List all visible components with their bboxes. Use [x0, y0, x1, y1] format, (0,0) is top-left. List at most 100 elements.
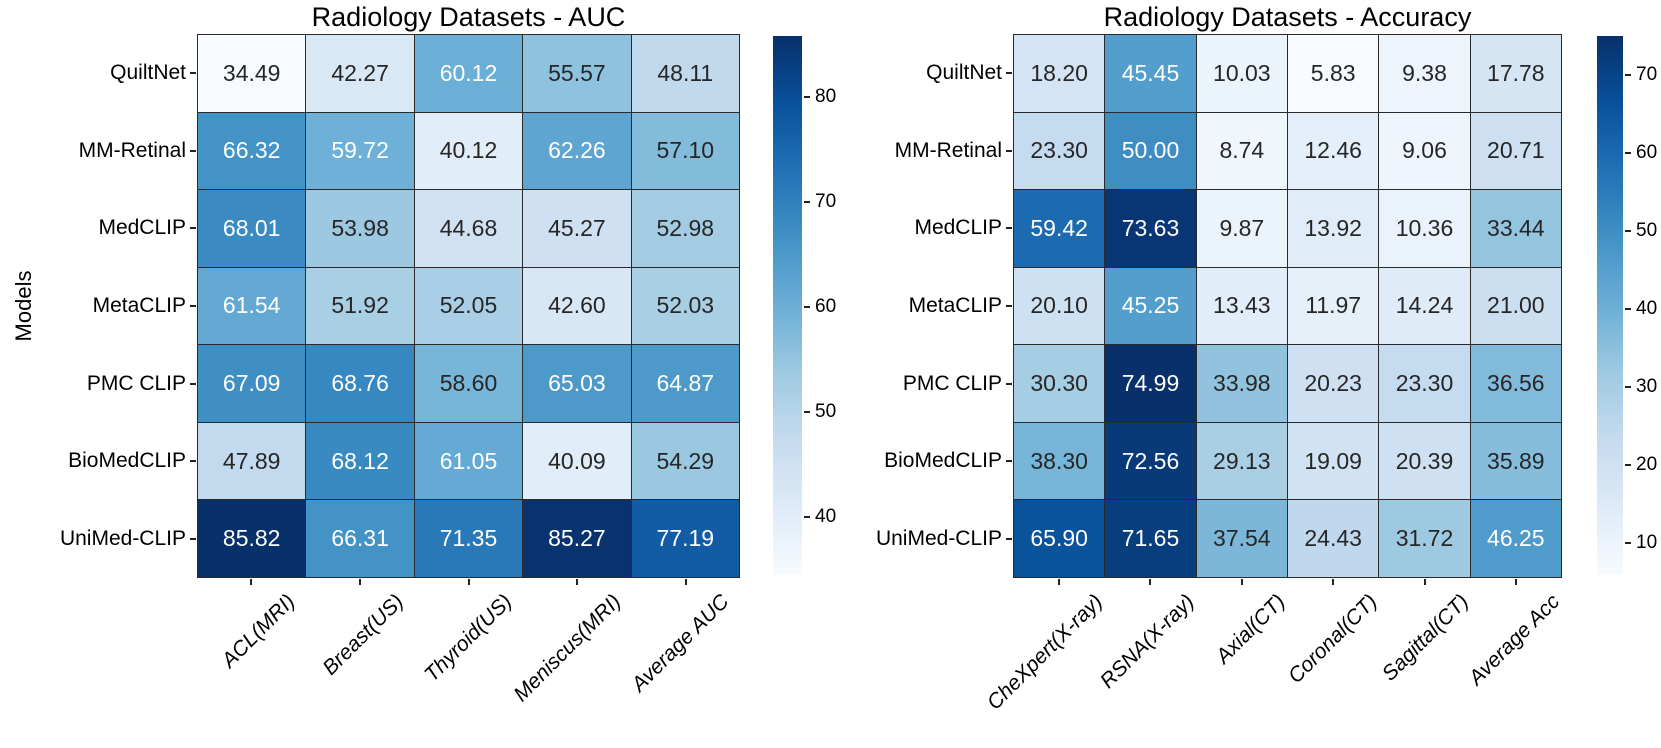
heatmap-grid-accuracy: 18.20 45.45 10.03 5.83 9.38 17.78 23.30 50.00 8.…: [1013, 34, 1562, 578]
heatmap-cell: 44.68: [414, 190, 523, 267]
y-tick-label: PMC CLIP: [86, 371, 186, 395]
x-tick-label: Average AUC: [627, 590, 734, 697]
x-axis-tick-mark: [1332, 579, 1335, 585]
heatmap-cell: 74.99: [1105, 345, 1196, 422]
heatmap-cell: 58.60: [414, 345, 523, 422]
x-axis-tick-mark: [1057, 579, 1060, 585]
heatmap-cell: 11.97: [1288, 267, 1379, 345]
heatmap-cell: 10.03: [1196, 35, 1287, 112]
colorbar-tick-mark: [1625, 307, 1631, 310]
colorbar-tick-mark: [1625, 463, 1631, 466]
heatmap-cell: 8.74: [1196, 112, 1287, 190]
x-tick-label: RSNA(X-ray): [1095, 590, 1199, 693]
heatmap-cell: 61.54: [198, 267, 306, 345]
y-axis-tick-mark: [1006, 149, 1012, 152]
heatmap-cell: 31.72: [1379, 500, 1470, 577]
y-tick-label: QuiltNet: [110, 60, 186, 84]
heatmap-cell: 13.92: [1288, 190, 1379, 267]
heatmap-cell: 64.87: [631, 345, 739, 422]
y-axis-tick-mark: [190, 382, 196, 385]
heatmap-cell: 38.30: [1014, 422, 1105, 500]
y-axis-label-models: Models: [11, 270, 36, 342]
heatmap-cell: 17.78: [1470, 35, 1561, 112]
heatmap-cell: 9.06: [1379, 112, 1470, 190]
heatmap-cell: 20.23: [1288, 345, 1379, 422]
colorbar-tick-label: 60: [1636, 141, 1658, 163]
heatmap-cell: 71.65: [1105, 500, 1196, 577]
heatmap-cell: 52.03: [631, 267, 739, 345]
y-axis-tick-mark: [1006, 305, 1012, 307]
y-axis-tick-mark: [1006, 538, 1012, 541]
heatmap-cell: 62.26: [523, 112, 631, 190]
heatmap-cell: 85.82: [198, 500, 306, 577]
x-tick-label: Axial(CT): [1211, 590, 1291, 669]
heatmap-cell: 40.09: [523, 422, 631, 500]
y-tick-label: BioMedCLIP: [68, 449, 186, 473]
colorbar-tick-label: 50: [815, 401, 837, 423]
heatmap-cell: 55.57: [523, 35, 631, 112]
heatmap-cell: 33.98: [1196, 345, 1287, 422]
heatmap-cell: 45.45: [1105, 35, 1196, 112]
colorbar-tick-mark: [1625, 385, 1631, 388]
colorbar-tick-label: 40: [815, 506, 837, 528]
colorbar-tick-label: 40: [1636, 297, 1658, 319]
x-axis-tick-mark: [1423, 579, 1426, 585]
heatmap-cell: 51.92: [306, 267, 414, 345]
heatmap-cell: 85.27: [523, 500, 631, 577]
colorbar-tick-label: 60: [815, 296, 837, 318]
y-tick-label: MedCLIP: [98, 216, 186, 240]
heatmap-cell: 52.05: [414, 267, 523, 345]
heatmap-cell: 71.35: [414, 500, 523, 577]
heatmap-cell: 57.10: [631, 112, 739, 190]
x-tick-label: ACL(MRI): [217, 590, 300, 673]
heatmap-cell: 14.24: [1379, 267, 1470, 345]
heatmap-cell: 68.01: [198, 190, 306, 267]
heatmap-cell: 18.20: [1014, 35, 1105, 112]
x-tick-label: Coronal(CT): [1283, 590, 1382, 688]
x-tick-label: CheXpert(X-ray): [982, 590, 1108, 715]
heatmap-cell: 29.13: [1196, 422, 1287, 500]
heatmap-cell: 20.10: [1014, 267, 1105, 345]
x-tick-label: Average Acc: [1464, 590, 1565, 690]
y-tick-label: PMC CLIP: [902, 371, 1002, 395]
heatmap-cell: 42.60: [523, 267, 631, 345]
y-axis-tick-mark: [1006, 227, 1012, 230]
colorbar-tick-label: 10: [1636, 531, 1658, 553]
heatmap-cell: 59.42: [1014, 190, 1105, 267]
heatmap-cell: 65.03: [523, 345, 631, 422]
heatmap-cell: 73.63: [1105, 190, 1196, 267]
colorbar-tick-label: 80: [815, 86, 837, 108]
x-axis-tick-mark: [467, 579, 470, 585]
heatmap-cell: 23.30: [1014, 112, 1105, 190]
colorbar-tick-label: 70: [1636, 63, 1658, 85]
heatmap-cell: 10.36: [1379, 190, 1470, 267]
colorbar-auc: [773, 36, 802, 575]
chart-title-auc: Radiology Datasets - AUC: [311, 2, 626, 32]
heatmap-cell: 36.56: [1470, 345, 1561, 422]
heatmap-cell: 53.98: [306, 190, 414, 267]
heatmap-cell: 65.90: [1014, 500, 1105, 577]
y-axis-tick-mark: [1006, 71, 1012, 74]
y-tick-label: MetaCLIP: [908, 294, 1002, 317]
colorbar-tick-mark: [804, 306, 810, 309]
heatmap-cell: 34.49: [198, 35, 306, 112]
y-axis-tick-mark: [190, 71, 196, 74]
heatmap-cell: 30.30: [1014, 345, 1105, 422]
colorbar-tick-label: 20: [1636, 453, 1658, 475]
heatmap-cell: 77.19: [631, 500, 739, 577]
x-axis-tick-mark: [358, 579, 361, 585]
y-tick-label: QuiltNet: [926, 60, 1002, 84]
colorbar-accuracy: [1597, 36, 1623, 575]
x-axis-tick-mark: [250, 579, 253, 585]
colorbar-tick-label: 70: [815, 191, 837, 213]
x-tick-label: Breast(US): [318, 590, 409, 680]
heatmap-cell: 12.46: [1288, 112, 1379, 190]
heatmap-cell: 48.11: [631, 35, 739, 112]
y-tick-label: UniMed-CLIP: [59, 527, 186, 551]
heatmap-cell: 50.00: [1105, 112, 1196, 190]
heatmap-cell: 23.30: [1379, 345, 1470, 422]
heatmap-cell: 19.09: [1288, 422, 1379, 500]
x-axis-tick-mark: [684, 579, 687, 585]
y-axis-tick-mark: [190, 538, 196, 541]
